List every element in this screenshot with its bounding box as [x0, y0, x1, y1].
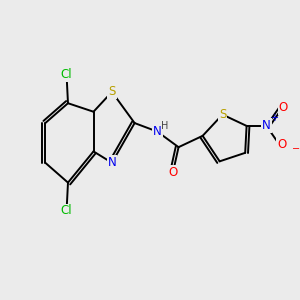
Text: Cl: Cl — [61, 205, 72, 218]
Text: S: S — [108, 85, 116, 98]
Text: N: N — [262, 119, 271, 132]
Text: H: H — [161, 122, 168, 131]
Text: O: O — [279, 101, 288, 114]
Text: Cl: Cl — [61, 68, 72, 81]
Text: N: N — [153, 125, 162, 138]
Text: +: + — [270, 113, 278, 123]
Text: −: − — [292, 144, 300, 154]
Text: O: O — [278, 138, 287, 151]
Text: N: N — [108, 156, 116, 169]
Text: S: S — [219, 108, 226, 121]
Text: O: O — [168, 166, 178, 179]
